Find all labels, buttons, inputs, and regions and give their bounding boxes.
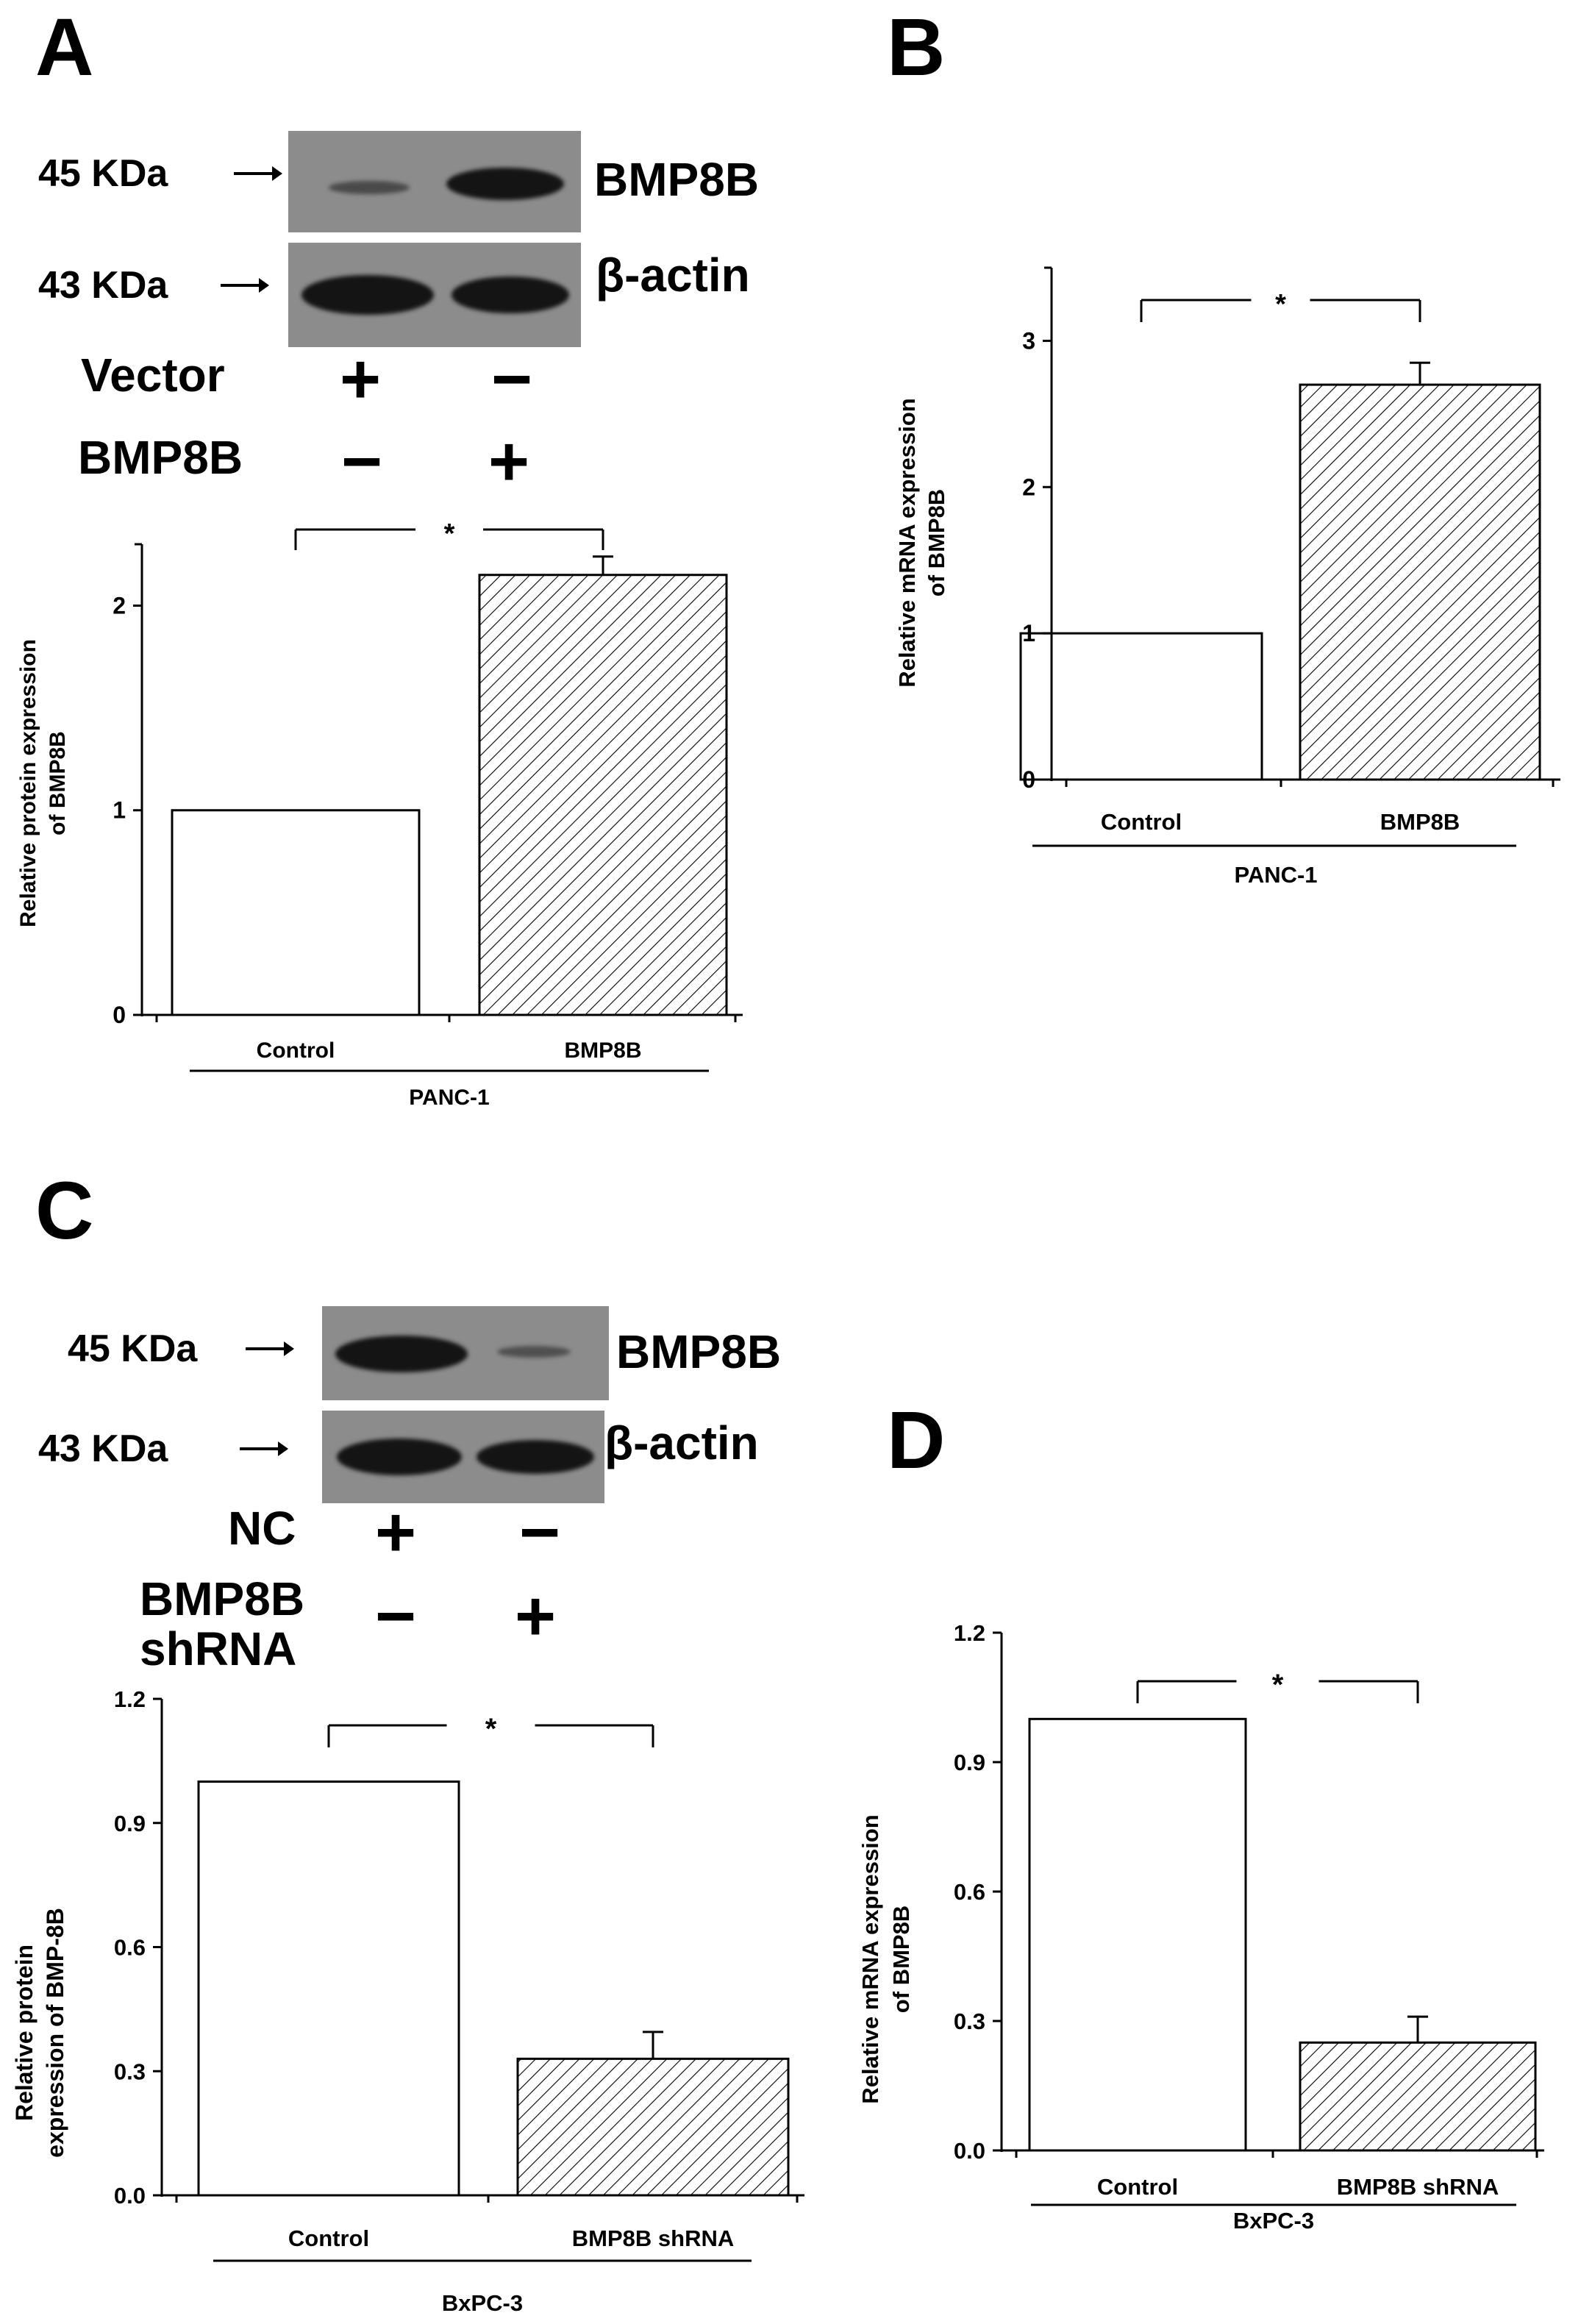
sign-lane1: − [341, 422, 383, 501]
kda-43-label: 43 KDa [38, 1427, 168, 1470]
panel-b-label: B [887, 2, 946, 93]
blot-actin-c [322, 1411, 604, 1503]
arrow-right-icon [234, 163, 282, 184]
band-lane2 [477, 1440, 594, 1474]
band-lane2 [497, 1346, 571, 1358]
band-lane2 [446, 168, 564, 200]
chart-a-svg: Relative protein expression of BMP8B PAN… [16, 518, 743, 1110]
category-label-1: BMP8B [564, 1038, 641, 1063]
bar-0 [1019, 632, 1263, 781]
y-tick-label-1: 1 [1022, 620, 1035, 646]
panel-c-label: C [35, 1166, 94, 1256]
band-label-bmp8b: BMP8B [594, 153, 760, 206]
arrow-right-icon [240, 1439, 288, 1459]
chart-d: Relative mRNA expression of BMP8B BxPC-3… [846, 1603, 1581, 2265]
chart-d-svg: Relative mRNA expression of BMP8B BxPC-3… [857, 1620, 1544, 2234]
band-label-actin: β-actin [596, 249, 750, 302]
condition-nc-label: NC [228, 1502, 296, 1555]
blot-bmp8b-c [322, 1306, 609, 1400]
significance-star: * [1272, 1669, 1284, 1701]
bar-1 [1299, 2041, 1537, 2152]
y-tick-label-4: 1.2 [114, 1686, 146, 1712]
bar-0 [1028, 1717, 1247, 2152]
band-lane1 [337, 1439, 462, 1475]
group-label: PANC-1 [1234, 862, 1317, 888]
band-label-bmp8b: BMP8B [616, 1325, 782, 1378]
category-label-0: Control [288, 2225, 369, 2251]
band-label-actin: β-actin [604, 1416, 759, 1469]
chart-a: Relative protein expression of BMP8B PAN… [0, 507, 765, 1140]
arrow-right-icon [221, 275, 269, 296]
bar-1 [1299, 383, 1541, 781]
y-axis-label-line2: of BMP8B [888, 1906, 914, 2013]
y-tick-label-1: 0.3 [954, 2008, 985, 2034]
chart-b-svg: Relative mRNA expression of BMP8B PANC-1… [894, 266, 1560, 888]
y-axis-label-line1: Relative mRNA expression [857, 1814, 883, 2103]
condition-shrna-label-line2: shRNA [140, 1622, 297, 1675]
y-tick-label-0: 0 [1022, 766, 1035, 793]
chart-b: Relative mRNA expression of BMP8B PANC-1… [846, 235, 1581, 941]
category-label-0: Control [1097, 2174, 1178, 2200]
y-tick-label-4: 1.2 [954, 1620, 985, 1646]
category-label-0: Control [257, 1038, 335, 1063]
arrow-right-icon [246, 1339, 294, 1359]
y-axis-label-line2: of BMP8B [924, 489, 949, 596]
y-tick-label-2: 0.6 [954, 1879, 985, 1905]
band-lane1 [335, 1336, 468, 1372]
y-tick-label-1: 1 [113, 797, 126, 824]
sign-lane1: − [375, 1577, 417, 1655]
significance-star: * [1275, 289, 1286, 320]
band-lane1 [301, 275, 434, 315]
condition-shrna-label-line1: BMP8B [140, 1572, 305, 1625]
blot-actin-a [288, 243, 581, 347]
y-tick-label-3: 0.9 [114, 1811, 146, 1836]
y-tick-label-0: 0.0 [954, 2138, 985, 2164]
sign-lane1: + [340, 340, 382, 418]
significance-star: * [444, 518, 455, 549]
group-label: PANC-1 [409, 1086, 489, 1110]
condition-bmp8b-label: BMP8B [78, 431, 243, 484]
panel-a-label: A [35, 2, 94, 93]
chart-c: Relative protein expression of BMP-8B Bx… [0, 1677, 809, 2320]
sign-lane2: + [515, 1577, 557, 1655]
y-axis-label-line1: Relative protein expression [16, 639, 40, 927]
group-label: BxPC-3 [1233, 2208, 1314, 2234]
sign-lane2: − [491, 340, 533, 418]
y-tick-label-2: 0.6 [114, 1935, 146, 1961]
y-tick-label-0: 0 [113, 1002, 126, 1028]
category-label-1: BMP8B shRNA [572, 2225, 734, 2251]
band-lane1 [329, 181, 410, 194]
y-axis-label-line2: of BMP8B [46, 731, 70, 835]
sign-lane1: + [375, 1493, 417, 1572]
bar-1 [516, 2057, 790, 2197]
category-label-1: BMP8B [1380, 809, 1460, 835]
group-label: BxPC-3 [442, 2290, 523, 2316]
y-tick-label-1: 0.3 [114, 2059, 146, 2084]
blot-bmp8b-a [288, 131, 581, 232]
kda-45-label: 45 KDa [38, 152, 168, 195]
category-label-1: BMP8B shRNA [1337, 2174, 1499, 2200]
y-axis-label-line1: Relative protein [11, 1945, 38, 2121]
sign-lane2: + [488, 422, 530, 501]
y-tick-label-3: 3 [1022, 327, 1035, 354]
chart-c-svg: Relative protein expression of BMP-8B Bx… [11, 1686, 804, 2316]
bar-0 [171, 809, 421, 1016]
bar-1 [478, 574, 728, 1016]
y-axis-label-line2: expression of BMP-8B [42, 1908, 68, 2158]
y-axis-label-line1: Relative mRNA expression [894, 398, 920, 687]
kda-45-label: 45 KDa [68, 1327, 198, 1370]
band-lane2 [452, 277, 569, 313]
y-tick-label-0: 0.0 [114, 2183, 146, 2209]
y-tick-label-2: 2 [113, 592, 126, 619]
y-tick-label-3: 0.9 [954, 1750, 985, 1775]
sign-lane2: − [519, 1493, 561, 1572]
condition-vector-label: Vector [81, 349, 225, 402]
significance-star: * [485, 1713, 497, 1745]
category-label-0: Control [1101, 809, 1182, 835]
bar-0 [197, 1781, 460, 2197]
panel-d-label: D [887, 1395, 946, 1486]
y-tick-label-2: 2 [1022, 474, 1035, 500]
kda-43-label: 43 KDa [38, 264, 168, 307]
